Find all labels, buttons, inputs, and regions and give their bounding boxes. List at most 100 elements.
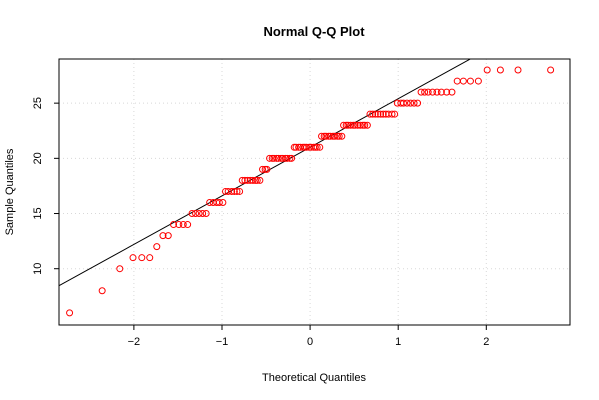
data-point: [170, 221, 178, 229]
data-point: [98, 287, 106, 295]
data-point: [266, 154, 274, 162]
data-point: [188, 210, 196, 218]
data-point: [116, 265, 124, 273]
data-point: [313, 143, 321, 151]
y-tick-label: 15: [32, 207, 44, 219]
data-point: [374, 110, 382, 118]
x-axis: −2 −1 0 1 2: [128, 325, 489, 348]
data-point: [377, 110, 385, 118]
data-point: [303, 143, 311, 151]
data-point: [270, 154, 278, 162]
data-point: [238, 176, 246, 184]
data-point: [429, 88, 437, 96]
data-point: [340, 121, 348, 129]
data-points: [66, 66, 555, 317]
data-point: [195, 210, 203, 218]
data-point: [437, 88, 445, 96]
x-tick-label: −2: [128, 336, 141, 348]
data-point: [241, 176, 249, 184]
data-point: [292, 143, 300, 151]
data-point: [338, 132, 346, 140]
y-tick-label: 25: [32, 97, 44, 109]
data-point: [388, 110, 396, 118]
data-point: [199, 210, 207, 218]
data-point: [483, 66, 491, 74]
data-point: [547, 66, 555, 74]
data-point: [184, 221, 192, 229]
plot-frame: [58, 58, 571, 326]
data-point: [466, 77, 474, 85]
x-axis-label: Theoretical Quantiles: [262, 372, 366, 384]
data-point: [335, 132, 343, 140]
data-point: [399, 99, 407, 107]
data-point: [206, 198, 214, 206]
data-point: [443, 88, 451, 96]
data-point: [175, 221, 183, 229]
data-point: [283, 154, 291, 162]
data-point: [347, 121, 355, 129]
data-point: [453, 77, 461, 85]
data-point: [236, 187, 244, 195]
data-point: [219, 198, 227, 206]
data-point: [391, 110, 399, 118]
data-point: [253, 176, 261, 184]
data-point: [179, 221, 187, 229]
data-point: [514, 66, 522, 74]
data-point: [433, 88, 441, 96]
grid: [59, 59, 570, 325]
data-point: [407, 99, 415, 107]
data-point: [366, 110, 374, 118]
y-tick-label: 20: [32, 152, 44, 164]
data-point: [164, 232, 172, 240]
data-point: [138, 254, 146, 262]
data-point: [316, 143, 324, 151]
data-point: [424, 88, 432, 96]
data-point: [363, 121, 371, 129]
data-point: [215, 198, 223, 206]
data-point: [371, 110, 379, 118]
data-point: [496, 66, 504, 74]
data-point: [233, 187, 241, 195]
data-point: [351, 121, 359, 129]
data-point: [263, 165, 271, 173]
data-point: [326, 132, 334, 140]
data-point: [66, 309, 74, 317]
data-point: [403, 99, 411, 107]
y-axis: 10 15 20 25: [32, 97, 59, 275]
data-point: [421, 88, 429, 96]
data-point: [159, 232, 167, 240]
data-point: [356, 121, 364, 129]
y-axis-label: Sample Quantiles: [4, 148, 16, 235]
data-point: [244, 176, 252, 184]
data-point: [246, 176, 254, 184]
data-point: [153, 243, 161, 251]
data-point: [228, 187, 236, 195]
data-point: [318, 132, 326, 140]
x-tick-label: −1: [216, 336, 229, 348]
x-tick-label: 2: [483, 336, 489, 348]
data-point: [474, 77, 482, 85]
data-point: [230, 187, 238, 195]
data-point: [331, 132, 339, 140]
data-point: [379, 110, 387, 118]
data-point: [344, 121, 352, 129]
data-point: [369, 110, 377, 118]
data-point: [129, 254, 137, 262]
data-point: [259, 165, 267, 173]
data-point: [410, 99, 418, 107]
data-point: [417, 88, 425, 96]
data-point: [279, 154, 287, 162]
data-point: [354, 121, 362, 129]
x-tick-label: 0: [307, 336, 313, 348]
data-point: [288, 154, 296, 162]
chart-title: Normal Q-Q Plot: [263, 24, 365, 39]
data-point: [448, 88, 456, 96]
data-point: [322, 132, 330, 140]
y-tick-label: 10: [32, 263, 44, 275]
x-tick-label: 1: [395, 336, 401, 348]
data-point: [146, 254, 154, 262]
data-point: [249, 176, 257, 184]
data-point: [256, 176, 264, 184]
data-point: [192, 210, 200, 218]
